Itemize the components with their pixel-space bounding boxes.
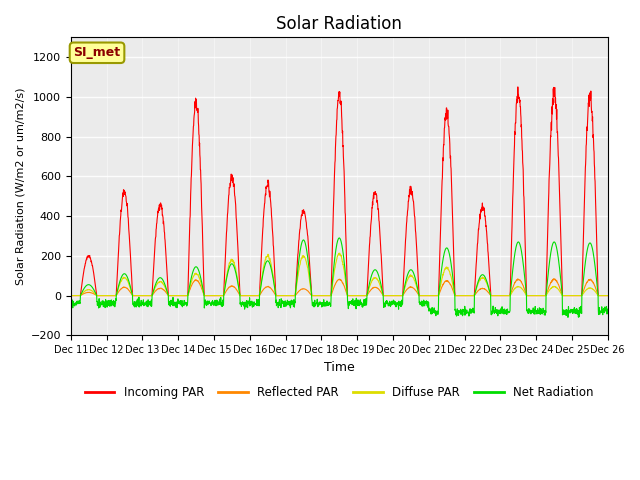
- Net Radiation: [572, 311, 579, 316]
- Diffuse PAR: [67, 293, 75, 299]
- Line: Diffuse PAR: Diffuse PAR: [71, 253, 608, 296]
- Incoming PAR: [495, 293, 503, 299]
- Incoming PAR: [366, 234, 374, 240]
- Net Radiation: [67, 298, 75, 304]
- Y-axis label: Solar Radiation (W/m2 or um/m2/s): Solar Radiation (W/m2 or um/m2/s): [15, 87, 25, 285]
- Title: Solar Radiation: Solar Radiation: [276, 15, 402, 33]
- Line: Net Radiation: Net Radiation: [71, 238, 608, 317]
- Net Radiation: [367, 276, 374, 282]
- Reflected PAR: [495, 293, 503, 299]
- Text: SI_met: SI_met: [74, 46, 120, 59]
- X-axis label: Time: Time: [324, 360, 355, 373]
- Diffuse PAR: [355, 293, 363, 299]
- Diffuse PAR: [495, 293, 503, 299]
- Incoming PAR: [217, 293, 225, 299]
- Net Radiation: [355, 300, 363, 306]
- Net Radiation: [495, 308, 503, 314]
- Net Radiation: [335, 235, 343, 241]
- Reflected PAR: [67, 293, 75, 299]
- Diffuse PAR: [572, 293, 579, 299]
- Reflected PAR: [514, 276, 522, 282]
- Incoming PAR: [572, 293, 579, 299]
- Incoming PAR: [604, 293, 612, 299]
- Incoming PAR: [557, 222, 564, 228]
- Reflected PAR: [355, 293, 362, 299]
- Reflected PAR: [557, 287, 564, 293]
- Incoming PAR: [514, 84, 522, 90]
- Diffuse PAR: [367, 281, 374, 287]
- Reflected PAR: [572, 293, 579, 299]
- Diffuse PAR: [335, 250, 343, 256]
- Net Radiation: [217, 300, 225, 306]
- Net Radiation: [557, 274, 564, 280]
- Diffuse PAR: [557, 289, 564, 295]
- Line: Incoming PAR: Incoming PAR: [71, 87, 608, 296]
- Diffuse PAR: [217, 293, 225, 299]
- Incoming PAR: [67, 293, 75, 299]
- Legend: Incoming PAR, Reflected PAR, Diffuse PAR, Net Radiation: Incoming PAR, Reflected PAR, Diffuse PAR…: [80, 382, 598, 404]
- Net Radiation: [564, 314, 572, 320]
- Line: Reflected PAR: Reflected PAR: [71, 279, 608, 296]
- Diffuse PAR: [604, 293, 612, 299]
- Incoming PAR: [355, 293, 362, 299]
- Reflected PAR: [366, 288, 374, 294]
- Net Radiation: [604, 306, 612, 312]
- Reflected PAR: [217, 293, 225, 299]
- Reflected PAR: [604, 293, 612, 299]
